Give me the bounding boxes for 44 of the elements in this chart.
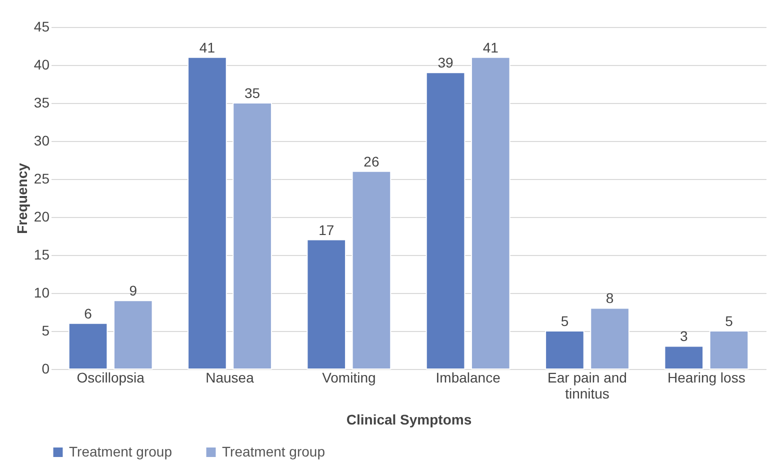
y-axis-title: Frequency [14, 162, 30, 234]
bar [426, 72, 466, 370]
y-tick-label: 45 [34, 18, 50, 34]
data-label: 5 [725, 313, 734, 329]
x-tick-label: Ear pain and tinnitus [548, 370, 627, 402]
y-tick-label: 20 [34, 208, 50, 224]
bar [545, 330, 584, 370]
bar [709, 330, 749, 370]
y-tick-label: 5 [42, 322, 50, 338]
data-label: 35 [244, 85, 260, 101]
y-tick-label: 30 [34, 132, 50, 148]
data-label: 5 [560, 313, 569, 329]
legend-label: Treatment group [69, 443, 172, 460]
data-label: 41 [199, 39, 216, 56]
y-tick-label: 15 [34, 246, 50, 262]
bar [352, 170, 392, 370]
data-label: 41 [482, 39, 499, 56]
data-label: 39 [438, 54, 454, 71]
legend-label: Treatment group [222, 443, 326, 460]
data-label: 8 [606, 290, 614, 306]
y-tick-label: 10 [34, 284, 50, 300]
bar [232, 102, 272, 370]
y-tick-label: 25 [34, 170, 50, 186]
bar [68, 322, 108, 370]
data-label: 3 [680, 328, 688, 344]
x-tick-label: Oscillopsia [76, 370, 145, 386]
y-tick-label: 0 [42, 360, 50, 376]
x-tick-label: Hearing loss [668, 370, 746, 386]
bar [590, 308, 630, 370]
x-axis-title: Clinical Symptoms [346, 412, 472, 428]
x-tick-label: Nausea [206, 370, 254, 386]
x-tick-label: Vomiting [322, 370, 376, 386]
x-tick-label: Imbalance [436, 370, 501, 386]
data-label: 26 [364, 153, 380, 170]
data-label: 6 [84, 305, 92, 322]
data-label: 9 [129, 282, 138, 299]
y-tick-label: 40 [34, 56, 50, 72]
y-tick-label: 35 [34, 94, 50, 110]
bar [113, 300, 153, 370]
bar [664, 346, 704, 370]
bar [306, 239, 346, 370]
bar [470, 56, 510, 370]
data-label: 17 [318, 222, 334, 238]
bar [188, 56, 227, 370]
